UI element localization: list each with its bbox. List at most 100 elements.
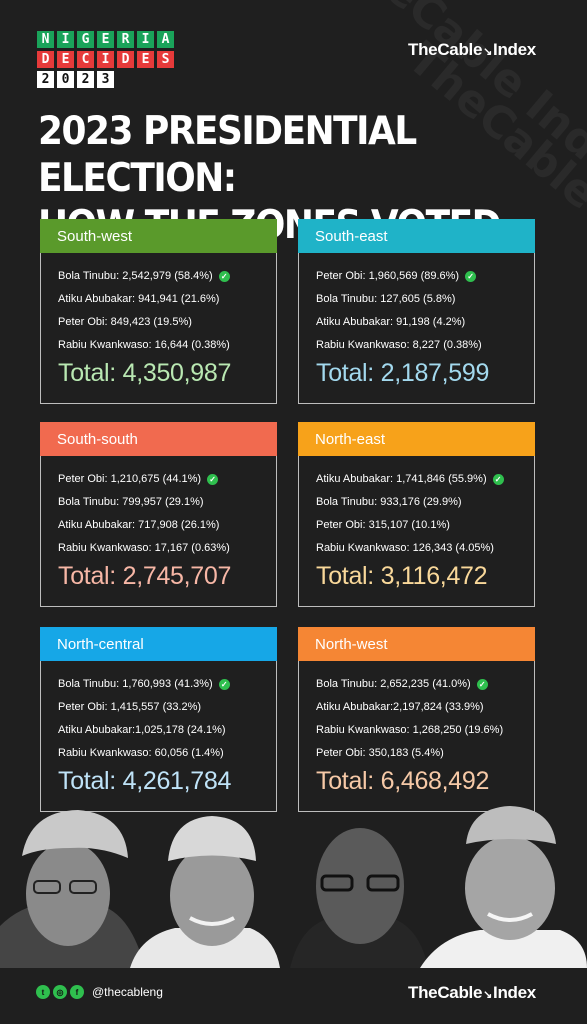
check-icon: ✓ [476,679,488,690]
zone-header: South-west [40,219,277,253]
candidate-row: Atiku Abubakar:2,197,824 (33.9%) [316,696,534,719]
candidate-list: Bola Tinubu: 2,542,979 (58.4%) ✓ Atiku Ab… [41,265,276,357]
candidate-list: Peter Obi: 1,960,569 (89.6%) ✓ Bola Tinub… [299,265,534,357]
zone-name: South-south [57,430,138,448]
badge-letter: E [57,51,74,68]
badge-letter: D [37,51,54,68]
candidate-result: Peter Obi: 315,107 (10.1%) [316,519,450,531]
zone-card-south-west: South-west Bola Tinubu: 2,542,979 (58.4%… [40,219,277,404]
candidate-result: Bola Tinubu: 933,176 (29.9%) [316,496,462,508]
candidate-row: Atiku Abubakar: 717,908 (26.1%) [58,514,276,537]
candidate-row: Atiku Abubakar: 1,741,846 (55.9%) ✓ [316,468,534,491]
brand-suffix: Index [493,983,536,1002]
zone-total: Total: 6,468,492 [316,767,490,795]
badge-letter: I [57,31,74,48]
candidate-result: Peter Obi: 1,415,557 (33.2%) [58,701,202,713]
candidate-row: Bola Tinubu: 2,542,979 (58.4%) ✓ [58,265,276,288]
badge-letter: 0 [57,71,74,88]
title-line-1: 2023 PRESIDENTIAL ELECTION: [38,109,417,201]
badge-letter: N [37,31,54,48]
badge-letter: E [97,31,114,48]
zone-card-north-central: North-central Bola Tinubu: 1,760,993 (41… [40,627,277,812]
badge-letter: I [137,31,154,48]
candidate-photo-kwankwaso [420,806,587,968]
candidate-result: Rabiu Kwankwaso: 8,227 (0.38%) [316,339,482,351]
candidate-row: Bola Tinubu: 933,176 (29.9%) [316,491,534,514]
candidate-row: Peter Obi: 1,210,675 (44.1%) ✓ [58,468,276,491]
candidate-row: Atiku Abubakar:1,025,178 (24.1%) [58,719,276,742]
arrow-icon: ↘ [483,46,493,58]
candidate-list: Atiku Abubakar: 1,741,846 (55.9%) ✓ Bola … [299,468,534,560]
zone-card-north-west: North-west Bola Tinubu: 2,652,235 (41.0%… [298,627,535,812]
candidate-row: Bola Tinubu: 1,760,993 (41.3%) ✓ [58,673,276,696]
check-icon: ✓ [465,271,477,282]
zone-name: North-west [315,635,388,653]
zone-name: North-central [57,635,144,653]
candidate-result: Rabiu Kwankwaso: 1,268,250 (19.6%) [316,724,504,736]
zone-header: North-west [298,627,535,661]
badge-letter: 2 [37,71,54,88]
zone-name: South-west [57,227,133,245]
candidate-row: Bola Tinubu: 2,652,235 (41.0%) ✓ [316,673,534,696]
candidate-row: Rabiu Kwankwaso: 17,167 (0.63%) [58,537,276,560]
candidate-photo-tinubu [0,810,145,968]
zone-total: Total: 4,261,784 [58,767,232,795]
brand-name: TheCable [408,40,483,59]
candidate-result: Atiku Abubakar: 717,908 (26.1%) [58,519,220,531]
candidate-result: Atiku Abubakar: 941,941 (21.6%) [58,293,220,305]
badge-letter: R [117,31,134,48]
zone-header: North-central [40,627,277,661]
brand-name: TheCable [408,983,483,1002]
candidate-photo-obi [290,828,428,968]
candidate-result: Atiku Abubakar: 1,741,846 (55.9%) [316,473,487,485]
zone-card-north-east: North-east Atiku Abubakar: 1,741,846 (55… [298,422,535,607]
zone-name: North-east [315,430,386,448]
brand-logo-bottom: TheCable↘Index [408,983,536,1003]
zone-total: Total: 2,745,707 [58,562,232,590]
candidate-result: Rabiu Kwankwaso: 17,167 (0.63%) [58,542,230,554]
candidate-row: Peter Obi: 1,960,569 (89.6%) ✓ [316,265,534,288]
check-icon: ✓ [218,679,230,690]
candidate-row: Rabiu Kwankwaso: 60,056 (1.4%) [58,742,276,765]
badge-letter: G [77,31,94,48]
candidate-result: Bola Tinubu: 2,542,979 (58.4%) [58,270,213,282]
candidate-list: Peter Obi: 1,210,675 (44.1%) ✓ Bola Tinub… [41,468,276,560]
candidate-list: Bola Tinubu: 1,760,993 (41.3%) ✓ Peter Ob… [41,673,276,765]
check-icon: ✓ [492,474,504,485]
candidate-photos [0,806,587,968]
badge-letter: A [157,31,174,48]
candidate-result: Rabiu Kwankwaso: 60,056 (1.4%) [58,747,224,759]
social-handle[interactable]: @thecableng [92,985,163,999]
check-icon: ✓ [218,271,230,282]
instagram-icon[interactable]: ◎ [53,985,67,999]
candidate-result: Rabiu Kwankwaso: 126,343 (4.05%) [316,542,494,554]
facebook-icon[interactable]: f [70,985,84,999]
candidate-result: Atiku Abubakar: 91,198 (4.2%) [316,316,466,328]
candidate-row: Rabiu Kwankwaso: 1,268,250 (19.6%) [316,719,534,742]
candidate-result: Peter Obi: 350,183 (5.4%) [316,747,444,759]
zone-header: South-east [298,219,535,253]
candidate-result: Bola Tinubu: 2,652,235 (41.0%) [316,678,471,690]
candidate-result: Peter Obi: 1,210,675 (44.1%) [58,473,202,485]
candidate-result: Peter Obi: 1,960,569 (89.6%) [316,270,460,282]
zone-total: Total: 3,116,472 [316,562,488,590]
arrow-icon: ↘ [483,989,493,1001]
candidate-row: Peter Obi: 350,183 (5.4%) [316,742,534,765]
badge-letter: 2 [77,71,94,88]
badge-letter: S [157,51,174,68]
candidate-result: Atiku Abubakar:1,025,178 (24.1%) [58,724,226,736]
check-icon: ✓ [207,474,219,485]
candidate-result: Bola Tinubu: 799,957 (29.1%) [58,496,204,508]
candidate-photo-atiku [130,816,280,968]
candidate-row: Atiku Abubakar: 91,198 (4.2%) [316,311,534,334]
brand-logo-top: TheCable↘Index [408,40,536,60]
badge-letter: E [137,51,154,68]
candidate-result: Atiku Abubakar:2,197,824 (33.9%) [316,701,484,713]
twitter-icon[interactable]: t [36,985,50,999]
zone-card-south-south: South-south Peter Obi: 1,210,675 (44.1%)… [40,422,277,607]
zone-total: Total: 4,350,987 [58,359,232,387]
candidate-result: Rabiu Kwankwaso: 16,644 (0.38%) [58,339,230,351]
badge-letter: I [97,51,114,68]
